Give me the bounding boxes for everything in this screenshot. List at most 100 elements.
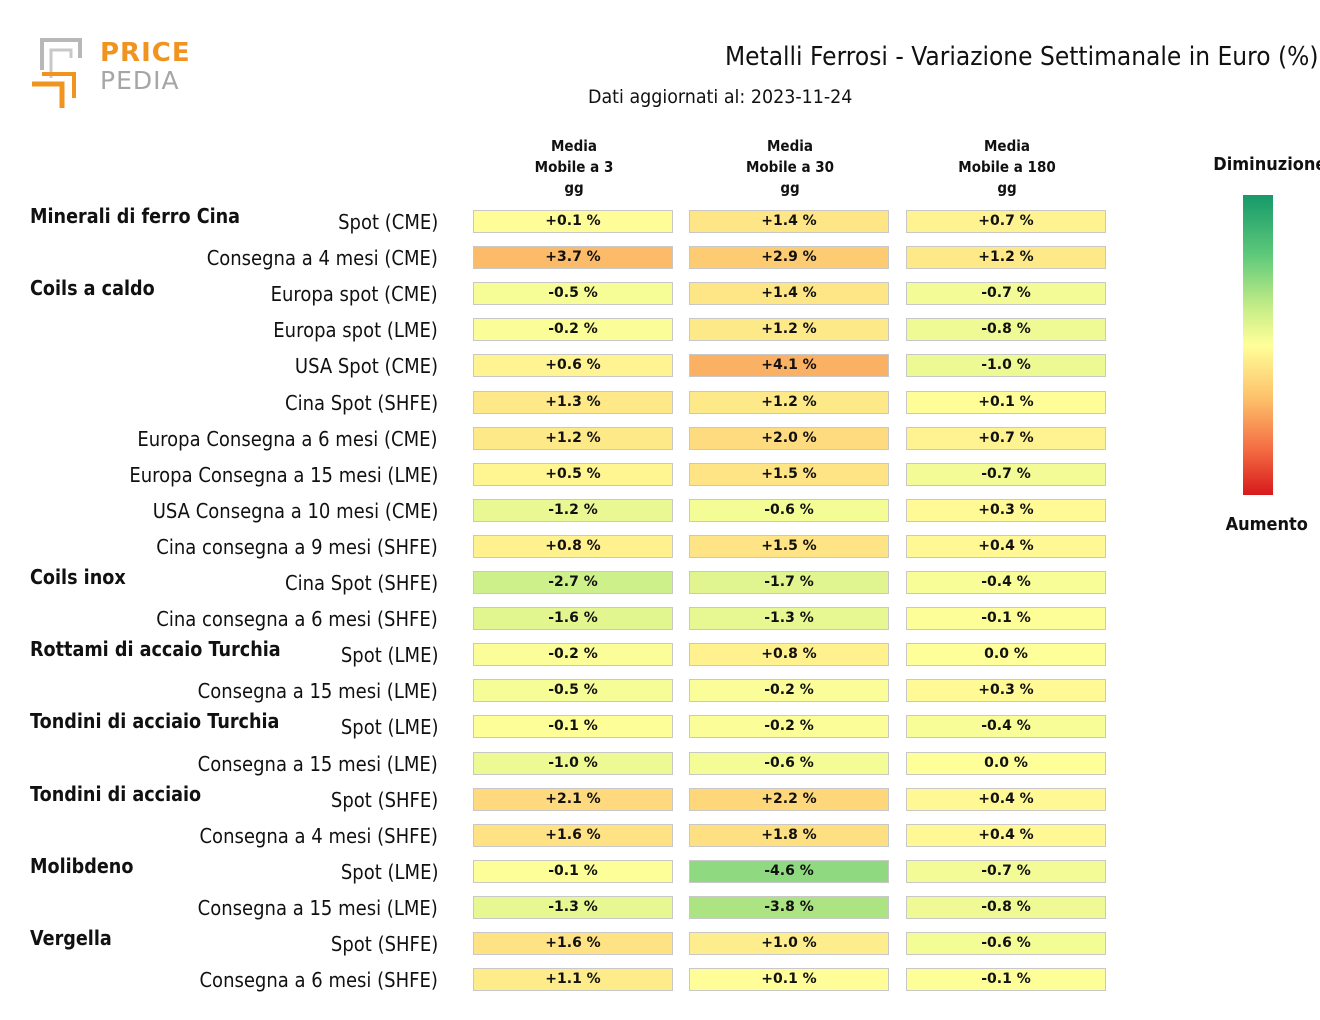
row-label: Europa Consegna a 15 mesi (LME) (128, 462, 438, 487)
row-label: Spot (LME) (340, 715, 438, 740)
legend-color-bar (1243, 195, 1273, 495)
heatmap-cell: -2.7 % (473, 571, 673, 594)
heatmap-cell: +0.5 % (473, 462, 673, 486)
row-label: Consegna a 4 mesi (SHFE) (199, 823, 438, 848)
heatmap-cell: +0.6 % (473, 354, 673, 378)
legend-top-label: Diminuzione (1213, 154, 1320, 175)
heatmap-cell: +1.3 % (473, 390, 673, 414)
heatmap-cell: -0.4 % (906, 571, 1106, 594)
heatmap-cell: -1.6 % (473, 607, 673, 631)
group-label: Rottami di accaio Turchia (30, 637, 281, 662)
heatmap-cell: -3.8 % (689, 895, 889, 919)
row-label: Cina Spot (SHFE) (284, 390, 438, 415)
heatmap-cell: +0.8 % (689, 643, 889, 667)
group-label: Minerali di ferro Cina (30, 204, 241, 228)
heatmap-cell: +2.9 % (689, 246, 889, 270)
heatmap-cell: -0.7 % (906, 462, 1106, 486)
group-label: Molibdeno (30, 853, 134, 878)
row-label: Europa spot (CME) (270, 282, 438, 307)
row-label: Consegna a 15 mesi (LME) (197, 895, 438, 920)
heatmap-cell: -0.8 % (906, 895, 1106, 919)
heatmap-cell: +1.2 % (473, 426, 673, 450)
heatmap-cell: -0.2 % (473, 318, 673, 342)
heatmap-cell: +0.7 % (906, 210, 1106, 233)
heatmap-cell: +0.1 % (473, 210, 673, 233)
heatmap-cell: +1.6 % (473, 932, 673, 955)
row-label: Cina consegna a 6 mesi (SHFE) (156, 607, 438, 632)
heatmap-cell: -0.2 % (473, 643, 673, 667)
row-label: Europa spot (LME) (273, 318, 438, 343)
group-label: Tondini di acciaio Turchia (30, 709, 280, 734)
heatmap-cell: +0.3 % (906, 679, 1106, 703)
row-label: USA Consegna a 10 mesi (CME) (152, 498, 438, 523)
heatmap-cell: 0.0 % (906, 643, 1106, 667)
heatmap-cell: +0.4 % (906, 534, 1106, 558)
group-label: Coils inox (30, 565, 126, 589)
row-label: Spot (SHFE) (330, 932, 438, 956)
legend-bottom-label: Aumento (1225, 514, 1308, 535)
heatmap-cell: +0.1 % (689, 968, 889, 992)
heatmap-cell: -4.6 % (689, 859, 889, 883)
row-label: Consegna a 15 mesi (LME) (197, 679, 438, 704)
heatmap-cell: +1.8 % (689, 823, 889, 847)
heatmap-cell: +1.4 % (689, 210, 889, 233)
heatmap-cell: -0.1 % (906, 968, 1106, 992)
group-label: Tondini di acciaio (30, 781, 202, 806)
pricepedia-logo: PRICE PEDIA (30, 38, 190, 110)
group-label: Vergella (30, 926, 112, 950)
heatmap-cell: -0.6 % (689, 751, 889, 775)
heatmap-cell: -0.6 % (906, 932, 1106, 955)
row-label: Consegna a 15 mesi (LME) (197, 751, 438, 776)
heatmap-cell: +0.3 % (906, 498, 1106, 522)
heatmap-cell: +1.2 % (906, 246, 1106, 270)
row-label: Spot (SHFE) (330, 787, 438, 812)
heatmap-cell: +1.1 % (473, 968, 673, 992)
heatmap-cell: +1.2 % (689, 390, 889, 414)
heatmap-cell: -1.0 % (473, 751, 673, 775)
chart-subtitle: Dati aggiornati al: 2023-11-24 (588, 86, 853, 108)
heatmap-cell: +1.4 % (689, 282, 889, 306)
heatmap-cell: +1.0 % (689, 932, 889, 955)
row-label: Spot (LME) (340, 643, 438, 668)
heatmap-cell: +0.1 % (906, 390, 1106, 414)
row-label: USA Spot (CME) (294, 354, 438, 379)
heatmap-cell: -1.0 % (906, 354, 1106, 378)
heatmap-cell: -0.6 % (689, 498, 889, 522)
row-label: Consegna a 6 mesi (SHFE) (199, 968, 438, 993)
row-label: Cina Spot (SHFE) (284, 571, 438, 595)
heatmap-cell: -1.2 % (473, 498, 673, 522)
heatmap-cell: +1.2 % (689, 318, 889, 342)
heatmap-cell: -0.1 % (473, 859, 673, 883)
heatmap-cell: -0.7 % (906, 859, 1106, 883)
heatmap-cell: -0.5 % (473, 679, 673, 703)
heatmap-cell: +3.7 % (473, 246, 673, 270)
row-label: Cina consegna a 9 mesi (SHFE) (156, 534, 438, 559)
heatmap-cell: -0.2 % (689, 715, 889, 739)
row-label: Consegna a 4 mesi (CME) (206, 246, 438, 271)
row-label: Europa Consegna a 6 mesi (CME) (137, 426, 438, 451)
heatmap-cell: -0.8 % (906, 318, 1106, 342)
heatmap-cell: -0.1 % (906, 607, 1106, 631)
group-label: Coils a caldo (30, 276, 155, 301)
heatmap-cell: -0.1 % (473, 715, 673, 739)
heatmap-cell: +0.4 % (906, 823, 1106, 847)
column-header: Media Mobile a 180 gg (958, 137, 1056, 197)
heatmap-cell: -0.4 % (906, 715, 1106, 739)
heatmap-cell: -0.5 % (473, 282, 673, 306)
heatmap-cell: +0.7 % (906, 426, 1106, 450)
heatmap-cell: +0.4 % (906, 787, 1106, 811)
heatmap-cell: -1.7 % (689, 571, 889, 594)
heatmap-cell: -0.7 % (906, 282, 1106, 306)
heatmap-cell: +4.1 % (689, 354, 889, 378)
column-header: Media Mobile a 3 gg (534, 137, 614, 197)
heatmap-cell: +2.1 % (473, 787, 673, 811)
heatmap-cell: +1.5 % (689, 534, 889, 558)
chart-title: Metalli Ferrosi - Variazione Settimanale… (724, 42, 1318, 72)
column-header: Media Mobile a 30 gg (745, 137, 835, 197)
heatmap-cell: -0.2 % (689, 679, 889, 703)
heatmap-cell: +1.5 % (689, 462, 889, 486)
logo-pedia-text: PEDIA (100, 66, 180, 95)
logo-mark-icon (32, 38, 82, 108)
logo-price-text: PRICE (100, 38, 191, 68)
heatmap-cell: +0.8 % (473, 534, 673, 558)
